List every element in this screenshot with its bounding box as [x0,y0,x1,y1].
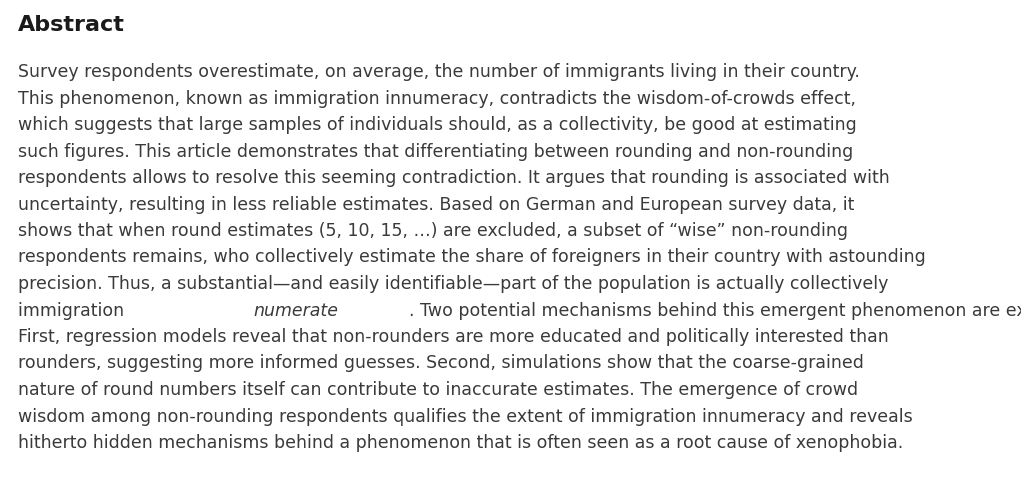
Text: rounders, suggesting more informed guesses. Second, simulations show that the co: rounders, suggesting more informed guess… [18,355,864,373]
Text: shows that when round estimates (5, 10, 15, …) are excluded, a subset of “wise” : shows that when round estimates (5, 10, … [18,222,848,240]
Text: immigration: immigration [18,302,130,320]
Text: respondents remains, who collectively estimate the share of foreigners in their : respondents remains, who collectively es… [18,248,926,267]
Text: precision. Thus, a substantial—and easily identifiable—part of the population is: precision. Thus, a substantial—and easil… [18,275,888,293]
Text: numerate: numerate [253,302,338,320]
Text: respondents allows to resolve this seeming contradiction. It argues that roundin: respondents allows to resolve this seemi… [18,169,889,187]
Text: which suggests that large samples of individuals should, as a collectivity, be g: which suggests that large samples of ind… [18,116,857,134]
Text: wisdom among non-rounding respondents qualifies the extent of immigration innume: wisdom among non-rounding respondents qu… [18,407,913,425]
Text: First, regression models reveal that non-rounders are more educated and politica: First, regression models reveal that non… [18,328,888,346]
Text: uncertainty, resulting in less reliable estimates. Based on German and European : uncertainty, resulting in less reliable … [18,195,855,213]
Text: Survey respondents overestimate, on average, the number of immigrants living in : Survey respondents overestimate, on aver… [18,63,860,81]
Text: such figures. This article demonstrates that differentiating between rounding an: such figures. This article demonstrates … [18,142,854,160]
Text: This phenomenon, known as immigration innumeracy, contradicts the wisdom-of-crow: This phenomenon, known as immigration in… [18,90,856,108]
Text: . Two potential mechanisms behind this emergent phenomenon are explored.: . Two potential mechanisms behind this e… [408,302,1021,320]
Text: nature of round numbers itself can contribute to inaccurate estimates. The emerg: nature of round numbers itself can contr… [18,381,858,399]
Text: Abstract: Abstract [18,15,125,35]
Text: hitherto hidden mechanisms behind a phenomenon that is often seen as a root caus: hitherto hidden mechanisms behind a phen… [18,434,904,452]
